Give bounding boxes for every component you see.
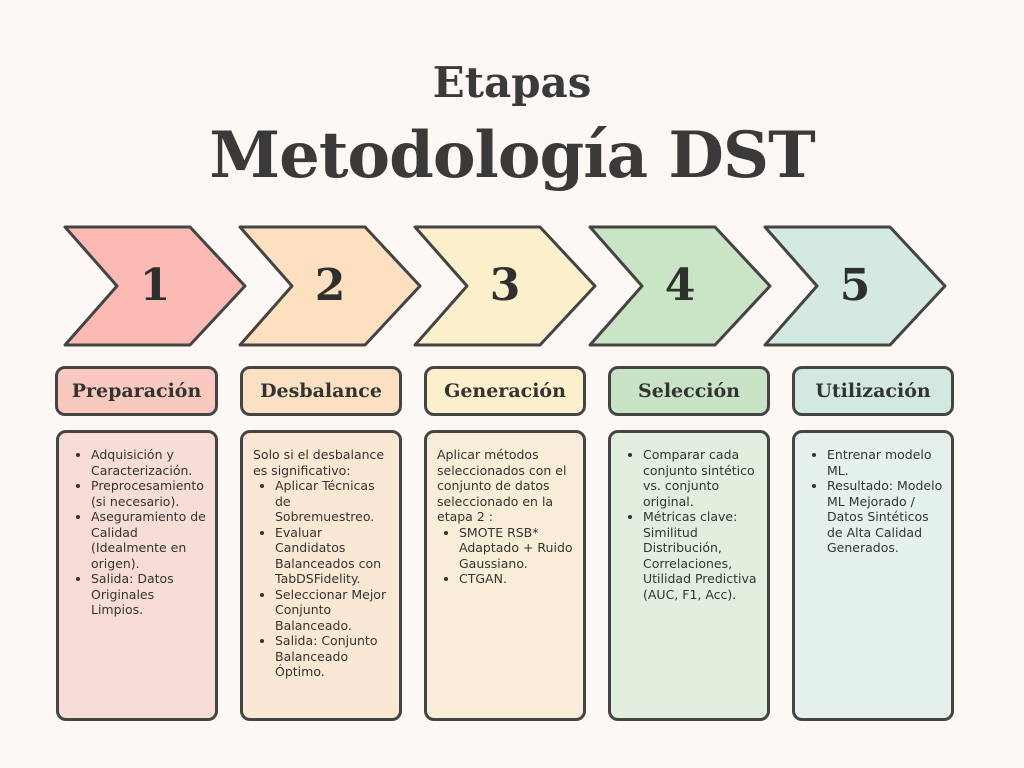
list-item: Seleccionar Mejor Conjunto Balanceado. bbox=[275, 587, 391, 634]
list-item: Salida: Datos Originales Limpios. bbox=[91, 571, 207, 618]
stage-card-3: Aplicar métodos seleccionados con el con… bbox=[424, 430, 586, 721]
chevron-shape-3 bbox=[413, 225, 597, 347]
list-item: Evaluar Candidatos Balanceados con TabDS… bbox=[275, 525, 391, 587]
stage-card-2: Solo si el desbalance es significativo: … bbox=[240, 430, 402, 721]
stage-label-4: Selección bbox=[608, 366, 770, 416]
stage-card-4: Comparar cada conjunto sintético vs. con… bbox=[608, 430, 770, 721]
title-etapas: Etapas bbox=[432, 58, 592, 107]
list-item: Preprocesamiento (si necesario). bbox=[91, 478, 207, 509]
stage-label-1: Preparación bbox=[55, 366, 218, 416]
title-metodologia: Metodología DST bbox=[209, 118, 815, 193]
list-item: Métricas clave: Similitud Distribución, … bbox=[643, 509, 759, 602]
stage-arrow-4: 4 bbox=[587, 224, 773, 348]
stage-label-3: Generación bbox=[424, 366, 586, 416]
list-item: Aplicar Técnicas de Sobremuestreo. bbox=[275, 478, 391, 525]
list-item: Aseguramiento de Calidad (Idealmente en … bbox=[91, 509, 207, 571]
list-item: CTGAN. bbox=[459, 571, 575, 587]
stage-card-list-4: Comparar cada conjunto sintético vs. con… bbox=[621, 447, 759, 602]
stage-number-4: 4 bbox=[664, 260, 696, 311]
stage-card-intro-2: Solo si el desbalance es significativo: bbox=[253, 447, 385, 478]
chevron-shape-5 bbox=[763, 225, 947, 347]
list-item: SMOTE RSB* Adaptado + Ruido Gaussiano. bbox=[459, 525, 575, 572]
list-item: Salida: Conjunto Balanceado Óptimo. bbox=[275, 633, 391, 680]
stage-arrow-5: 5 bbox=[762, 224, 948, 348]
list-item: Adquisición y Caracterización. bbox=[91, 447, 207, 478]
list-item: Comparar cada conjunto sintético vs. con… bbox=[643, 447, 759, 509]
list-item: Resultado: Modelo ML Mejorado / Datos Si… bbox=[827, 478, 943, 556]
stage-label-5: Utilización bbox=[792, 366, 954, 416]
stage-card-list-5: Entrenar modelo ML. Resultado: Modelo ML… bbox=[805, 447, 943, 556]
list-item: Entrenar modelo ML. bbox=[827, 447, 943, 478]
stage-card-1: Adquisición y Caracterización. Preproces… bbox=[56, 430, 218, 721]
chevron-shape-4 bbox=[588, 225, 772, 347]
stage-number-1: 1 bbox=[139, 260, 171, 311]
stage-card-list-2: Aplicar Técnicas de Sobremuestreo. Evalu… bbox=[253, 478, 391, 680]
chevron-shape-2 bbox=[238, 225, 422, 347]
stage-number-5: 5 bbox=[839, 260, 871, 311]
stage-card-5: Entrenar modelo ML. Resultado: Modelo ML… bbox=[792, 430, 954, 721]
stage-number-3: 3 bbox=[489, 260, 521, 311]
stage-card-list-1: Adquisición y Caracterización. Preproces… bbox=[69, 447, 207, 618]
stage-card-list-3: SMOTE RSB* Adaptado + Ruido Gaussiano. C… bbox=[437, 525, 575, 587]
stage-number-2: 2 bbox=[314, 260, 346, 311]
stage-arrow-3: 3 bbox=[412, 224, 598, 348]
stage-arrow-1: 1 bbox=[62, 224, 248, 348]
stage-arrow-2: 2 bbox=[237, 224, 423, 348]
stage-label-2: Desbalance bbox=[240, 366, 402, 416]
stage-card-intro-3: Aplicar métodos seleccionados con el con… bbox=[437, 447, 567, 524]
chevron-shape-1 bbox=[63, 225, 247, 347]
